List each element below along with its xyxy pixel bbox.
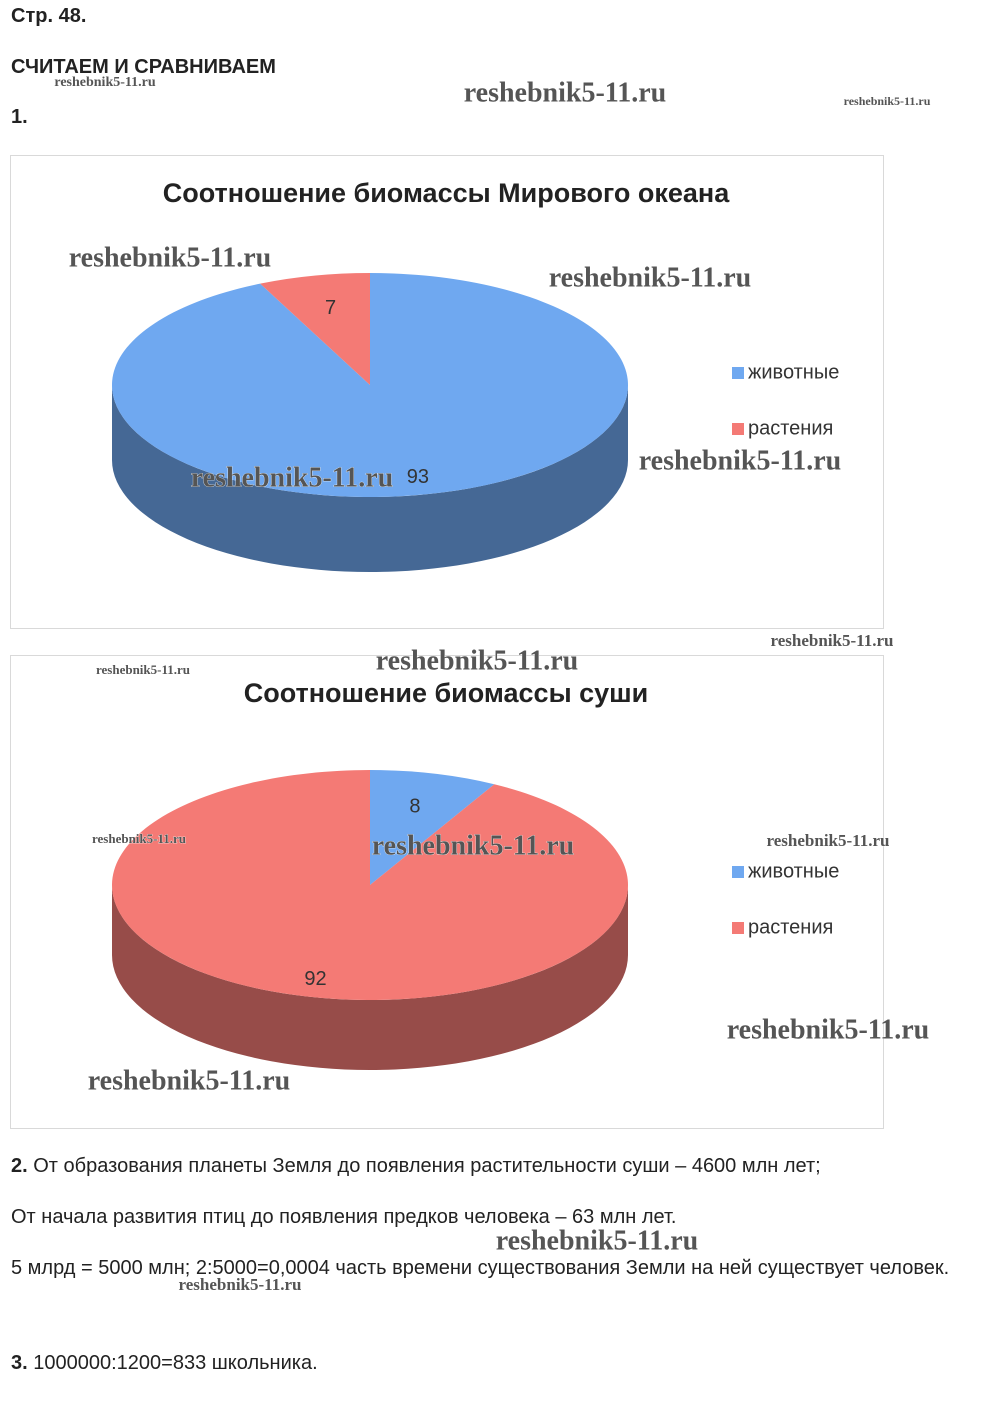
pie-slice xyxy=(111,273,628,498)
watermark: reshebnik5-11.ru xyxy=(191,462,394,493)
watermark: reshebnik5-11.ru xyxy=(179,1275,302,1294)
watermark: reshebnik5-11.ru xyxy=(496,1225,699,1256)
chart-title: Соотношение биомассы суши xyxy=(244,678,649,708)
task-number: 2. xyxy=(11,1155,28,1177)
page-number: Стр. 48. xyxy=(11,5,87,27)
task-text: 1000000:1200=833 школьника. xyxy=(33,1352,318,1374)
legend-label: растения xyxy=(748,916,833,938)
watermark: reshebnik5-11.ru xyxy=(464,77,667,108)
legend-swatch xyxy=(732,922,744,934)
legend-label: животные xyxy=(748,860,839,882)
section-title: СЧИТАЕМ И СРАВНИВАЕМ xyxy=(11,56,276,78)
legend-swatch xyxy=(732,423,744,435)
watermark: reshebnik5-11.ru xyxy=(376,645,579,676)
watermark: reshebnik5-11.ru xyxy=(771,631,894,650)
watermark: reshebnik5-11.ru xyxy=(767,831,890,850)
legend-swatch xyxy=(732,866,744,878)
watermark: reshebnik5-11.ru xyxy=(372,830,575,861)
data-label: 7 xyxy=(325,297,336,319)
watermark: reshebnik5-11.ru xyxy=(727,1014,930,1045)
legend-swatch xyxy=(732,367,744,379)
data-label: 92 xyxy=(304,968,326,990)
watermark: reshebnik5-11.ru xyxy=(639,445,842,476)
legend-label: животные xyxy=(748,361,839,383)
pie-side xyxy=(112,385,628,572)
pie-slice xyxy=(260,273,370,385)
legend-label: растения xyxy=(748,417,833,439)
watermark: reshebnik5-11.ru xyxy=(96,662,190,677)
task-text: От образования планеты Земля до появлени… xyxy=(33,1155,821,1177)
watermark: reshebnik5-11.ru xyxy=(88,1065,291,1096)
task-number: 1. xyxy=(11,106,28,128)
chart-title: Соотношение биомассы Мирового океана xyxy=(163,178,730,208)
pie-slice xyxy=(370,770,495,885)
paragraph: От начала развития птиц до появления пре… xyxy=(11,1206,677,1228)
data-label: 8 xyxy=(409,795,420,817)
pie-slice xyxy=(112,770,629,1000)
watermark: reshebnik5-11.ru xyxy=(844,94,931,108)
data-label: 93 xyxy=(407,466,429,488)
paragraph: 3. 1000000:1200=833 школьника. xyxy=(11,1352,318,1375)
watermark: reshebnik5-11.ru xyxy=(54,75,155,90)
paragraph: 2. От образования планеты Земля до появл… xyxy=(11,1155,821,1178)
watermark: reshebnik5-11.ru xyxy=(69,242,272,273)
watermark: reshebnik5-11.ru xyxy=(92,831,186,846)
watermark: reshebnik5-11.ru xyxy=(549,262,752,293)
task-number: 3. xyxy=(11,1352,28,1374)
paragraph: 5 млрд = 5000 млн; 2:5000=0,0004 часть в… xyxy=(11,1257,950,1279)
pie-side xyxy=(112,885,628,1070)
